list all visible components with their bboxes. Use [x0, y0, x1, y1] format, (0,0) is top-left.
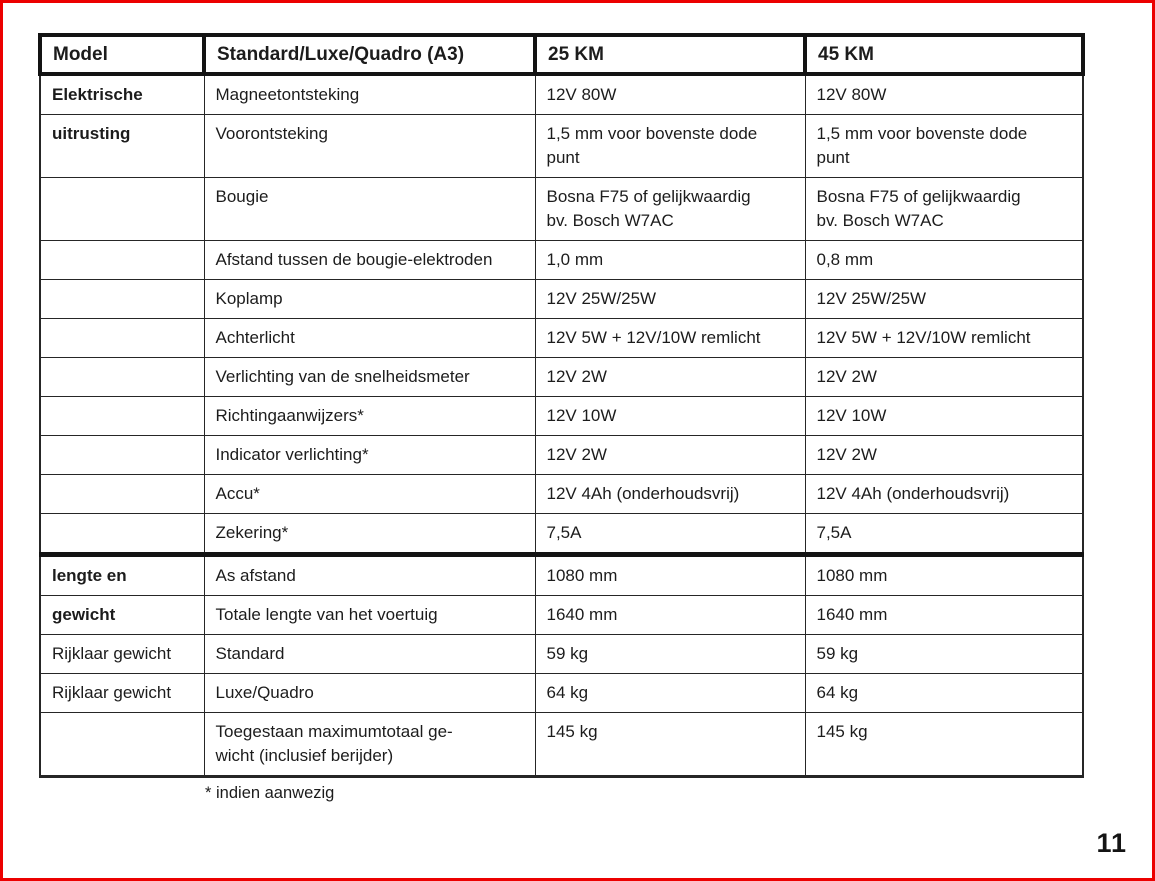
value-cell-25km: 12V 2W: [534, 357, 806, 397]
group-cell: [39, 396, 205, 436]
table-row: lengte en As afstand 1080 mm 1080 mm: [39, 554, 1084, 596]
value-cell-25km: 64 kg: [534, 673, 806, 713]
value-cell-45km: 12V 5W + 12V/10W remlicht: [804, 318, 1084, 358]
value-cell-25km: 12V 80W: [534, 73, 806, 115]
value-cell-25km: 59 kg: [534, 634, 806, 674]
table-row: Richtingaanwijzers* 12V 10W 12V 10W: [39, 396, 1084, 436]
item-cell: Bougie: [203, 177, 536, 241]
value-cell-25km: 1,0 mm: [534, 240, 806, 280]
item-cell: Indicator verlichting*: [203, 435, 536, 475]
table-row: Bougie Bosna F75 of gelijkwaardig bv. Bos…: [39, 177, 1084, 241]
item-cell: Koplamp: [203, 279, 536, 319]
group-cell: Rijklaar gewicht: [39, 634, 205, 674]
value-cell-45km: 12V 80W: [804, 73, 1084, 115]
table-row: Koplamp 12V 25W/25W 12V 25W/25W: [39, 279, 1084, 319]
value-cell-45km: 64 kg: [804, 673, 1084, 713]
value-cell-25km: Bosna F75 of gelijkwaardig bv. Bosch W7A…: [534, 177, 806, 241]
value-cell-45km: 1,5 mm voor bovenste dode punt: [804, 114, 1084, 178]
table-row: Elektrische Magneetontsteking 12V 80W 12V 8…: [39, 73, 1084, 115]
page-number: 11: [1096, 828, 1127, 858]
group-cell: [39, 318, 205, 358]
value-cell-25km: 1640 mm: [534, 595, 806, 635]
table-row: Zekering* 7,5A 7,5A: [39, 513, 1084, 557]
value-cell-25km: 12V 10W: [534, 396, 806, 436]
item-cell: Luxe/Quadro: [203, 673, 536, 713]
group-cell: [39, 435, 205, 475]
column-header-25km: 25 KM: [533, 33, 807, 76]
value-cell-45km: 7,5A: [804, 513, 1084, 557]
value-cell-25km: 12V 4Ah (onderhoudsvrij): [534, 474, 806, 514]
group-cell: [39, 177, 205, 241]
group-cell: [39, 474, 205, 514]
value-cell-45km: 12V 4Ah (onderhoudsvrij): [804, 474, 1084, 514]
group-cell: lengte en: [39, 554, 205, 596]
value-cell-45km: 145 kg: [804, 712, 1084, 778]
table-row: Rijklaar gewicht Luxe/Quadro 64 kg 64 kg: [39, 673, 1084, 713]
value-cell-25km: 12V 25W/25W: [534, 279, 806, 319]
value-cell-45km: 0,8 mm: [804, 240, 1084, 280]
item-cell: Totale lengte van het voertuig: [203, 595, 536, 635]
table-row: Verlichting van de snelheidsmeter 12V 2W 1…: [39, 357, 1084, 397]
item-cell: Afstand tussen de bougie-elektroden: [203, 240, 536, 280]
value-cell-45km: Bosna F75 of gelijkwaardig bv. Bosch W7A…: [804, 177, 1084, 241]
table-row: Accu* 12V 4Ah (onderhoudsvrij) 12V 4Ah (on…: [39, 474, 1084, 514]
table-row: Achterlicht 12V 5W + 12V/10W remlicht 12V …: [39, 318, 1084, 358]
group-cell: [39, 513, 205, 557]
value-cell-25km: 145 kg: [534, 712, 806, 778]
table-row: Toegestaan maximumtotaal ge- wicht (incl…: [39, 712, 1084, 778]
table-row: uitrusting Voorontsteking 1,5 mm voor bove…: [39, 114, 1084, 178]
item-cell: Toegestaan maximumtotaal ge- wicht (incl…: [203, 712, 536, 778]
item-cell: Accu*: [203, 474, 536, 514]
table-header-row: Model Standard/Luxe/Quadro (A3) 25 KM 45…: [38, 33, 1085, 76]
column-header-variant: Standard/Luxe/Quadro (A3): [202, 33, 537, 76]
value-cell-25km: 1,5 mm voor bovenste dode punt: [534, 114, 806, 178]
group-cell: [39, 357, 205, 397]
value-cell-25km: 7,5A: [534, 513, 806, 557]
table-row: Indicator verlichting* 12V 2W 12V 2W: [39, 435, 1084, 475]
group-cell: [39, 240, 205, 280]
value-cell-45km: 12V 25W/25W: [804, 279, 1084, 319]
value-cell-45km: 1640 mm: [804, 595, 1084, 635]
value-cell-45km: 12V 2W: [804, 357, 1084, 397]
group-cell: uitrusting: [39, 114, 205, 178]
item-cell: Achterlicht: [203, 318, 536, 358]
value-cell-25km: 1080 mm: [534, 554, 806, 596]
column-header-model: Model: [38, 33, 206, 76]
footnote: * indien aanwezig: [205, 784, 335, 802]
table-row: Rijklaar gewicht Standard 59 kg 59 kg: [39, 634, 1084, 674]
item-cell: Voorontsteking: [203, 114, 536, 178]
value-cell-45km: 1080 mm: [804, 554, 1084, 596]
value-cell-45km: 59 kg: [804, 634, 1084, 674]
item-cell: Magneetontsteking: [203, 73, 536, 115]
item-cell: Zekering*: [203, 513, 536, 557]
group-cell: Rijklaar gewicht: [39, 673, 205, 713]
table-row: Afstand tussen de bougie-elektroden 1,0 m…: [39, 240, 1084, 280]
item-cell: Standard: [203, 634, 536, 674]
item-cell: Richtingaanwijzers*: [203, 396, 536, 436]
value-cell-25km: 12V 5W + 12V/10W remlicht: [534, 318, 806, 358]
group-cell: Elektrische: [39, 73, 205, 115]
table-row: gewicht Totale lengte van het voertuig 164…: [39, 595, 1084, 635]
group-cell: gewicht: [39, 595, 205, 635]
value-cell-45km: 12V 10W: [804, 396, 1084, 436]
specification-table-container: Model Standard/Luxe/Quadro (A3) 25 KM 45…: [38, 33, 1085, 778]
value-cell-25km: 12V 2W: [534, 435, 806, 475]
specification-table: Model Standard/Luxe/Quadro (A3) 25 KM 45…: [38, 33, 1085, 778]
column-header-45km: 45 KM: [803, 33, 1085, 76]
value-cell-45km: 12V 2W: [804, 435, 1084, 475]
item-cell: Verlichting van de snelheidsmeter: [203, 357, 536, 397]
item-cell: As afstand: [203, 554, 536, 596]
group-cell: [39, 279, 205, 319]
group-cell: [39, 712, 205, 778]
